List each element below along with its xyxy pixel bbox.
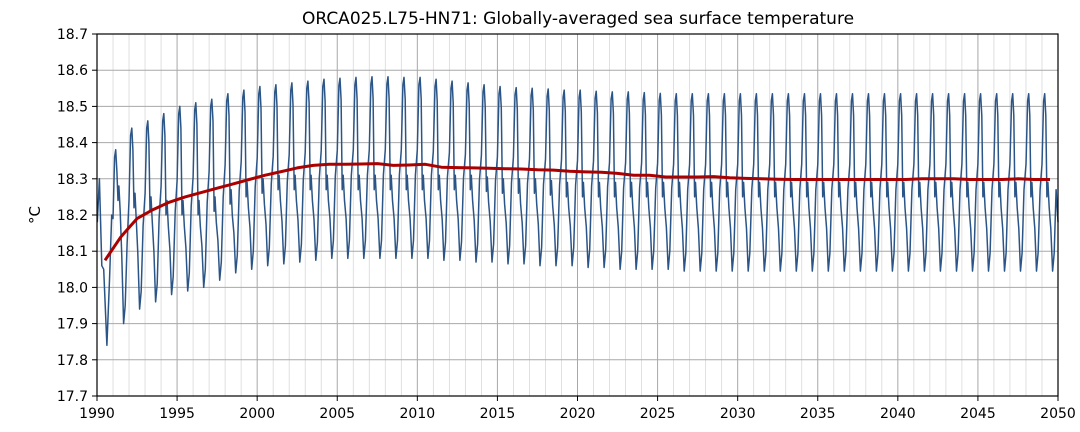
- y-tick-label: 18.0: [57, 280, 88, 296]
- x-tick-label: 2035: [800, 406, 836, 422]
- x-tick-label: 2005: [319, 406, 355, 422]
- x-axis-ticks: 1990 1995 2000 2005 2010 2015 2020 2025 2030 2035…: [79, 396, 1076, 422]
- y-tick-label: 18.4: [57, 136, 88, 152]
- y-tick-label: 17.9: [57, 317, 88, 333]
- y-tick-label: 18.2: [57, 208, 88, 224]
- y-tick-label: 18.7: [57, 27, 88, 43]
- x-tick-label: 2025: [640, 406, 676, 422]
- y-tick-label: 17.7: [57, 389, 88, 405]
- x-tick-label: 2050: [1040, 406, 1076, 422]
- x-tick-label: 1995: [159, 406, 195, 422]
- y-tick-label: 18.1: [57, 244, 88, 260]
- y-axis-ticks: 17.7 17.8 17.9 18.0 18.1 18.2 18.3 18.4 18.5 18.6…: [57, 27, 97, 405]
- grid-lines: [97, 34, 1058, 396]
- x-tick-label: 2015: [480, 406, 516, 422]
- y-tick-label: 18.3: [57, 172, 88, 188]
- y-axis-label: °C: [26, 206, 44, 224]
- annual-mean-series-line: [103, 162, 1050, 262]
- y-tick-label: 18.6: [57, 63, 88, 79]
- x-tick-label: 1990: [79, 406, 115, 422]
- x-tick-label: 2020: [560, 406, 596, 422]
- y-tick-label: 18.5: [57, 99, 88, 115]
- x-tick-label: 2040: [880, 406, 916, 422]
- x-tick-label: 2000: [239, 406, 275, 422]
- data-series: [96, 75, 1059, 347]
- x-tick-label: 2030: [720, 406, 756, 422]
- monthly-series-line: [96, 75, 1059, 347]
- y-tick-label: 17.8: [57, 353, 88, 369]
- chart-title: ORCA025.L75-HN71: Globally-averaged sea …: [302, 9, 854, 29]
- x-tick-label: 2045: [960, 406, 996, 422]
- x-tick-label: 2010: [400, 406, 436, 422]
